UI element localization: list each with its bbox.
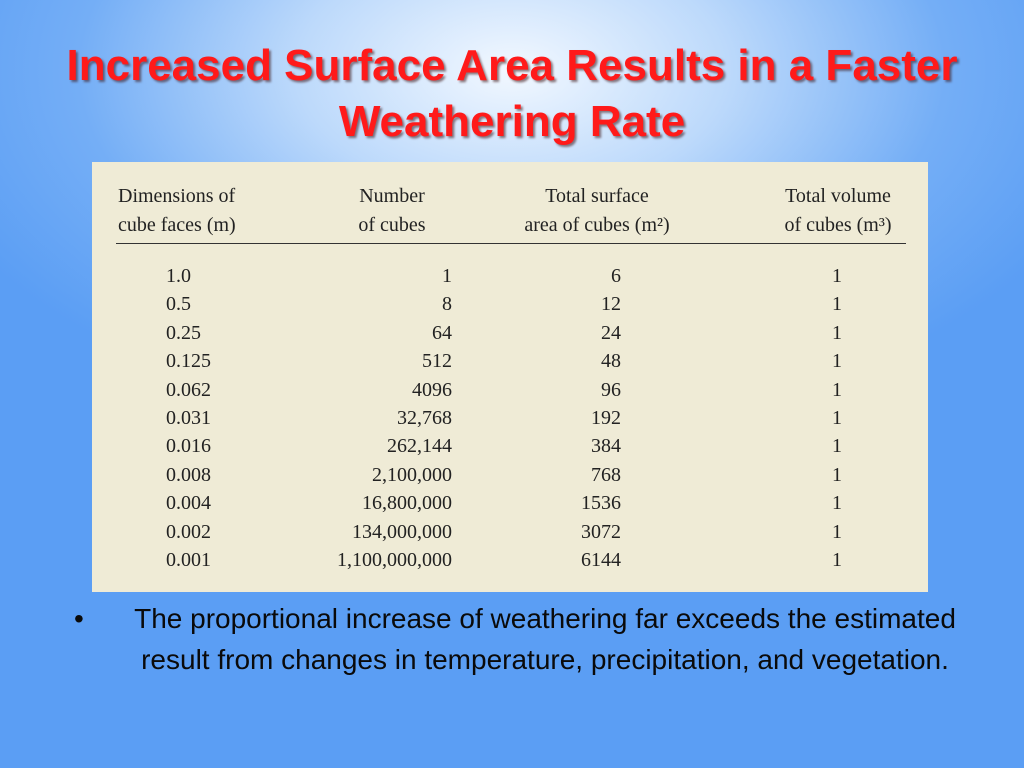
table-header: Dimensions of cube faces (m) Number of c… bbox=[92, 182, 928, 242]
table-row: 0.031 32,768 192 1 bbox=[92, 404, 928, 432]
cell-surface-area: 48 bbox=[601, 350, 621, 373]
cell-surface-area: 12 bbox=[601, 293, 621, 316]
cell-surface-area: 6 bbox=[611, 265, 621, 287]
bullet-marker: • bbox=[74, 603, 84, 634]
cell-dimension: 0.5 bbox=[166, 293, 191, 316]
table-row: 0.125 512 48 1 bbox=[92, 347, 928, 375]
table-row: 0.25 64 24 1 bbox=[92, 319, 928, 347]
cell-number: 1,100,000,000 bbox=[337, 548, 452, 571]
bullet-list: • The proportional increase of weatherin… bbox=[60, 598, 980, 680]
cell-volume: 1 bbox=[832, 463, 842, 486]
cell-volume: 1 bbox=[832, 548, 842, 571]
cell-dimension: 0.25 bbox=[166, 321, 201, 344]
cell-surface-area: 768 bbox=[591, 463, 621, 486]
cell-volume: 1 bbox=[832, 435, 842, 458]
cell-surface-area: 384 bbox=[591, 435, 621, 458]
table-row: 0.062 4096 96 1 bbox=[92, 376, 928, 404]
cell-volume: 1 bbox=[832, 265, 842, 287]
cell-dimension: 0.062 bbox=[166, 378, 211, 401]
cell-dimension: 0.001 bbox=[166, 548, 211, 571]
cell-surface-area: 3072 bbox=[581, 520, 621, 543]
cell-number: 262,144 bbox=[387, 435, 452, 458]
table-row: 1.0 1 6 1 bbox=[92, 262, 928, 290]
cell-surface-area: 96 bbox=[601, 378, 621, 401]
cell-dimension: 0.008 bbox=[166, 463, 211, 486]
cell-dimension: 0.125 bbox=[166, 350, 211, 373]
cell-volume: 1 bbox=[832, 321, 842, 344]
header-surface-area: Total surface area of cubes (m²) bbox=[524, 185, 670, 236]
cell-number: 1 bbox=[442, 265, 452, 287]
cell-surface-area: 1536 bbox=[581, 492, 621, 515]
bullet-text: The proportional increase of weathering … bbox=[134, 603, 956, 675]
cell-volume: 1 bbox=[832, 520, 842, 543]
cell-dimension: 1.0 bbox=[166, 265, 191, 287]
table-row: 0.008 2,100,000 768 1 bbox=[92, 461, 928, 489]
header-number: Number of cubes bbox=[358, 185, 426, 236]
cell-surface-area: 192 bbox=[591, 406, 621, 429]
cell-dimension: 0.031 bbox=[166, 406, 211, 429]
cell-number: 8 bbox=[442, 293, 452, 316]
header-volume: Total volume of cubes (m³) bbox=[784, 185, 892, 236]
cell-number: 512 bbox=[422, 350, 452, 373]
cell-volume: 1 bbox=[832, 492, 842, 515]
header-divider bbox=[116, 243, 906, 244]
cell-dimension: 0.002 bbox=[166, 520, 211, 543]
table-row: 0.004 16,800,000 1536 1 bbox=[92, 489, 928, 517]
cell-number: 2,100,000 bbox=[372, 463, 452, 486]
cell-number: 4096 bbox=[412, 378, 452, 401]
cell-volume: 1 bbox=[832, 350, 842, 373]
cell-number: 64 bbox=[432, 321, 452, 344]
cell-number: 16,800,000 bbox=[362, 492, 452, 515]
table-row: 0.016 262,144 384 1 bbox=[92, 432, 928, 460]
cell-volume: 1 bbox=[832, 293, 842, 316]
table-row: 0.001 1,100,000,000 6144 1 bbox=[92, 546, 928, 574]
cell-dimension: 0.004 bbox=[166, 492, 211, 515]
cell-number: 134,000,000 bbox=[352, 520, 452, 543]
cell-volume: 1 bbox=[832, 406, 842, 429]
slide-title: Increased Surface Area Results in a Fast… bbox=[66, 41, 958, 146]
cell-surface-area: 6144 bbox=[581, 548, 621, 571]
cell-dimension: 0.016 bbox=[166, 435, 211, 458]
data-table: Dimensions of cube faces (m) Number of c… bbox=[92, 162, 928, 592]
header-dimensions: Dimensions of cube faces (m) bbox=[118, 185, 236, 236]
table-body: 1.0 1 6 1 0.5 8 12 1 0.25 64 24 1 0.125 512 48 1 0.062 40… bbox=[92, 262, 928, 574]
table-row: 0.5 8 12 1 bbox=[92, 290, 928, 318]
cell-surface-area: 24 bbox=[601, 321, 621, 344]
table-row: 0.002 134,000,000 3072 1 bbox=[92, 518, 928, 546]
cell-number: 32,768 bbox=[397, 406, 452, 429]
cell-volume: 1 bbox=[832, 378, 842, 401]
